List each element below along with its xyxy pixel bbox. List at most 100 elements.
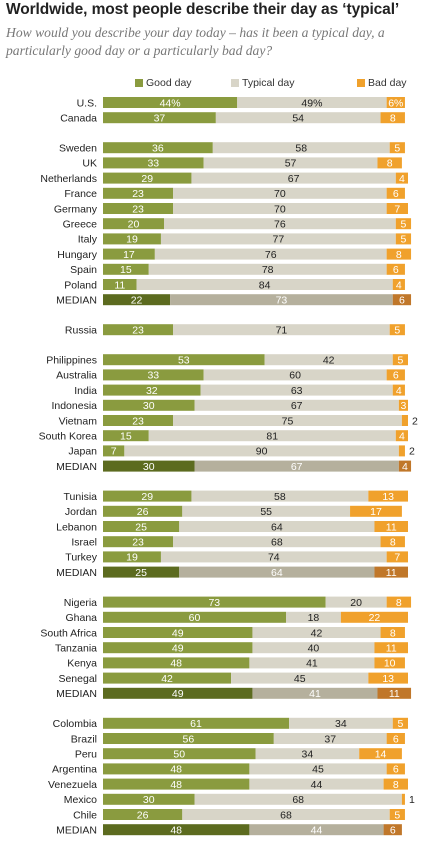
bar-typical-germany — [173, 203, 387, 214]
label-typical-uk: 57 — [285, 158, 297, 170]
bar-typical-canada — [215, 112, 381, 124]
label-bad-australia: 6 — [393, 370, 399, 382]
label-bad-jordan: 17 — [370, 506, 382, 518]
legend-item-typical: Typical day — [231, 77, 295, 89]
bar-bad-france — [386, 187, 405, 199]
bar-bad-median — [377, 687, 412, 699]
label-bad-nigeria: 8 — [396, 597, 402, 609]
label-bad-sweden: 5 — [394, 143, 400, 155]
bar-bad-u-s- — [386, 97, 405, 108]
label-typical-south-africa: 42 — [311, 627, 323, 639]
bar-bad-india — [392, 384, 405, 396]
label-typical-australia: 60 — [289, 370, 301, 382]
bar-good-australia — [103, 369, 204, 381]
bar-good-south-korea — [103, 430, 149, 442]
bar-bad-chile — [389, 809, 405, 820]
legend-swatch-typical — [231, 79, 239, 87]
bar-typical-median — [179, 566, 375, 578]
bar-typical-mexico — [194, 793, 402, 805]
bar-bad-spain — [386, 263, 405, 275]
row-label-tunisia: Tunisia — [64, 491, 98, 503]
bar-bad-poland — [392, 279, 405, 290]
bar-good-u-s- — [103, 97, 238, 108]
row-label-peru: Peru — [75, 749, 97, 761]
bar-bad-vietnam — [401, 415, 408, 426]
label-bad-poland: 4 — [396, 279, 402, 291]
label-good-israel: 23 — [132, 537, 144, 549]
label-typical-france: 70 — [274, 188, 286, 200]
label-bad-russia: 5 — [394, 325, 400, 337]
bar-bad-australia — [386, 369, 405, 381]
label-typical-kenya: 41 — [306, 658, 318, 670]
row-label-venezuela: Venezuela — [48, 779, 97, 791]
label-good-nigeria: 73 — [208, 597, 220, 609]
label-bad-kenya: 10 — [384, 658, 396, 670]
label-good-indonesia: 30 — [143, 400, 155, 412]
row-label-median: MEDIAN — [56, 295, 97, 307]
label-good-vietnam: 23 — [132, 415, 144, 427]
bar-good-jordan — [103, 505, 183, 517]
label-good-netherlands: 29 — [141, 173, 153, 185]
label-typical-median: 44 — [311, 825, 323, 837]
bar-typical-peru — [255, 748, 360, 760]
bar-typical-venezuela — [249, 778, 384, 790]
bar-good-median — [103, 687, 253, 699]
label-typical-germany: 70 — [274, 203, 286, 215]
bar-good-south-africa — [103, 627, 253, 638]
bar-typical-spain — [148, 263, 387, 275]
label-good-brazil: 56 — [183, 733, 195, 745]
label-typical-netherlands: 67 — [288, 173, 300, 185]
bar-typical-argentina — [249, 763, 387, 775]
bar-bad-argentina — [386, 763, 405, 775]
bar-good-peru — [103, 748, 256, 760]
label-bad-vietnam: 2 — [412, 415, 418, 427]
bar-good-senegal — [103, 672, 232, 684]
bar-bad-germany — [386, 203, 408, 214]
bar-bad-jordan — [350, 505, 402, 517]
label-typical-italy: 77 — [273, 234, 285, 246]
row-label-france: France — [64, 188, 97, 200]
bar-typical-philippines — [264, 354, 393, 366]
bar-typical-median — [170, 294, 393, 306]
label-good-lebanon: 25 — [135, 521, 147, 533]
bar-typical-france — [173, 187, 387, 199]
bar-bad-italy — [395, 233, 412, 245]
label-bad-median: 6 — [399, 295, 405, 307]
label-typical-peru: 34 — [302, 749, 314, 761]
bar-typical-jordan — [182, 505, 351, 517]
bar-bad-median — [383, 824, 402, 836]
bar-typical-colombia — [289, 717, 393, 729]
bar-bad-lebanon — [374, 521, 408, 532]
row-label-u-s-: U.S. — [77, 97, 97, 109]
bar-good-spain — [103, 263, 149, 275]
bar-bad-sweden — [389, 142, 405, 154]
label-typical-tunisia: 58 — [274, 491, 286, 503]
bar-good-india — [103, 384, 201, 396]
bar-bad-median — [374, 566, 408, 578]
label-typical-tanzania: 40 — [308, 643, 320, 655]
bar-typical-hungary — [154, 248, 387, 260]
bar-good-japan — [103, 445, 125, 457]
label-bad-germany: 7 — [394, 203, 400, 215]
label-bad-france: 6 — [393, 188, 399, 200]
bar-good-median — [103, 294, 171, 306]
bar-typical-indonesia — [194, 399, 399, 411]
bar-typical-south-africa — [252, 627, 381, 638]
bar-bad-tanzania — [374, 642, 408, 654]
bar-typical-tunisia — [191, 490, 369, 502]
label-bad-indonesia: 3 — [401, 400, 407, 412]
bar-bad-ghana — [340, 611, 408, 623]
bar-typical-brazil — [273, 733, 387, 744]
label-bad-brazil: 6 — [393, 733, 399, 745]
label-bad-turkey: 7 — [394, 552, 400, 564]
label-good-australia: 33 — [147, 370, 159, 382]
bar-typical-vietnam — [173, 415, 402, 426]
label-bad-median: 4 — [402, 461, 408, 473]
row-label-median: MEDIAN — [56, 567, 97, 579]
bar-good-netherlands — [103, 172, 192, 184]
bar-bad-netherlands — [395, 172, 408, 184]
row-label-chile: Chile — [73, 809, 97, 821]
bar-good-ghana — [103, 611, 286, 623]
bar-good-venezuela — [103, 778, 250, 790]
